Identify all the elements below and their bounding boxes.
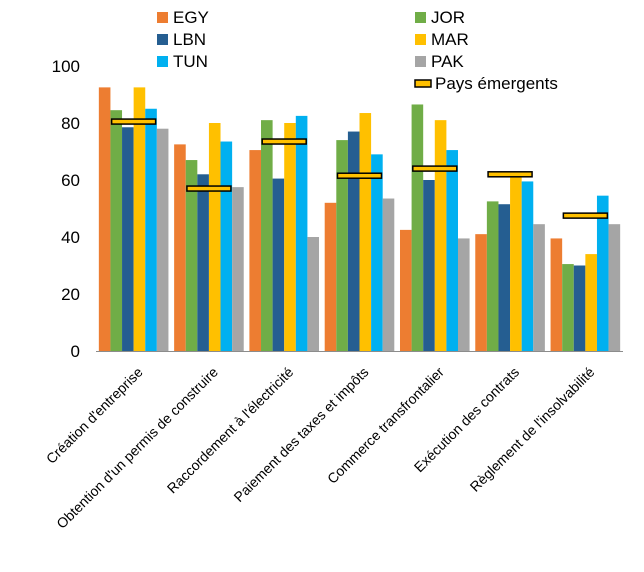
bar-lbn <box>272 178 285 351</box>
x-category-label: Paiement des taxes et impôts <box>230 364 371 505</box>
bar-egy <box>98 87 111 352</box>
bar-mar <box>208 123 221 351</box>
y-tick-label: 0 <box>71 342 80 361</box>
legend: EGY JOR LBN MAR TUN PAK Pays émergents <box>157 8 558 93</box>
bar-egy <box>475 234 487 351</box>
benchmark-marker <box>336 172 383 179</box>
bar-egy <box>550 238 563 351</box>
y-tick-label: 20 <box>61 285 80 304</box>
bar-jor <box>411 104 424 351</box>
bar-egy <box>399 229 412 352</box>
bar-tun <box>446 150 458 351</box>
bar-pak <box>307 237 320 351</box>
bar-tun <box>596 195 609 351</box>
y-tick-label: 40 <box>61 228 80 247</box>
legend-swatch-lbn <box>157 34 168 45</box>
bar-pak <box>382 198 395 351</box>
x-category-label: Raccordement à l'électricité <box>164 364 297 497</box>
y-axis: 0 20 40 60 80 100 <box>52 57 80 361</box>
benchmark-marker <box>110 118 157 125</box>
bar-mar <box>359 113 372 351</box>
bar-jor <box>336 140 348 351</box>
benchmark-marker <box>261 138 307 145</box>
bar-pak <box>457 238 470 351</box>
bar-tun <box>295 115 308 352</box>
bar-tun <box>145 108 157 351</box>
legend-swatch-tun <box>157 56 168 67</box>
bar-pak <box>533 224 545 351</box>
legend-swatch-mar <box>415 34 426 45</box>
benchmark-markers <box>110 118 609 219</box>
x-category-label: Règlement de l'insolvabilité <box>467 364 598 495</box>
bar-tun <box>220 141 233 351</box>
legend-label-tun: TUN <box>173 52 208 71</box>
bars <box>98 87 621 352</box>
legend-label-benchmark: Pays émergents <box>435 74 558 93</box>
bar-jor <box>486 201 499 352</box>
bar-egy <box>174 144 186 352</box>
bar-lbn <box>122 127 134 352</box>
bar-jor <box>185 160 198 351</box>
y-tick-label: 100 <box>52 57 80 76</box>
bar-mar <box>510 174 522 351</box>
bar-mar <box>434 120 447 352</box>
y-tick-label: 80 <box>61 114 80 133</box>
bar-lbn <box>498 204 511 351</box>
legend-label-pak: PAK <box>431 52 464 71</box>
legend-label-mar: MAR <box>431 30 469 49</box>
benchmark-marker <box>562 212 609 219</box>
bar-lbn <box>347 131 360 351</box>
bar-tun <box>371 154 383 351</box>
y-tick-label: 60 <box>61 171 80 190</box>
bar-pak <box>608 224 621 351</box>
benchmark-marker <box>186 185 232 192</box>
bar-jor <box>562 264 574 351</box>
benchmark-marker <box>412 165 458 172</box>
legend-label-jor: JOR <box>431 8 465 27</box>
bar-egy <box>324 202 337 351</box>
legend-swatch-egy <box>157 12 168 23</box>
x-category-label: Obtention d'un permis de construire <box>53 364 221 532</box>
legend-label-lbn: LBN <box>173 30 206 49</box>
legend-swatch-pak <box>415 56 426 67</box>
bar-tun <box>521 181 534 351</box>
bar-lbn <box>573 265 586 351</box>
bar-lbn <box>423 180 435 351</box>
bar-pak <box>156 128 169 351</box>
bar-pak <box>232 187 244 352</box>
legend-swatch-jor <box>415 12 426 23</box>
legend-label-egy: EGY <box>173 8 209 27</box>
bar-jor <box>261 120 273 352</box>
benchmark-marker <box>487 171 533 178</box>
legend-swatch-benchmark <box>414 79 432 88</box>
bar-jor <box>110 110 123 352</box>
bar-mar <box>133 87 146 352</box>
bar-mar <box>284 123 296 351</box>
bar-lbn <box>197 174 209 351</box>
bar-mar <box>585 254 597 351</box>
bar-egy <box>249 150 262 351</box>
